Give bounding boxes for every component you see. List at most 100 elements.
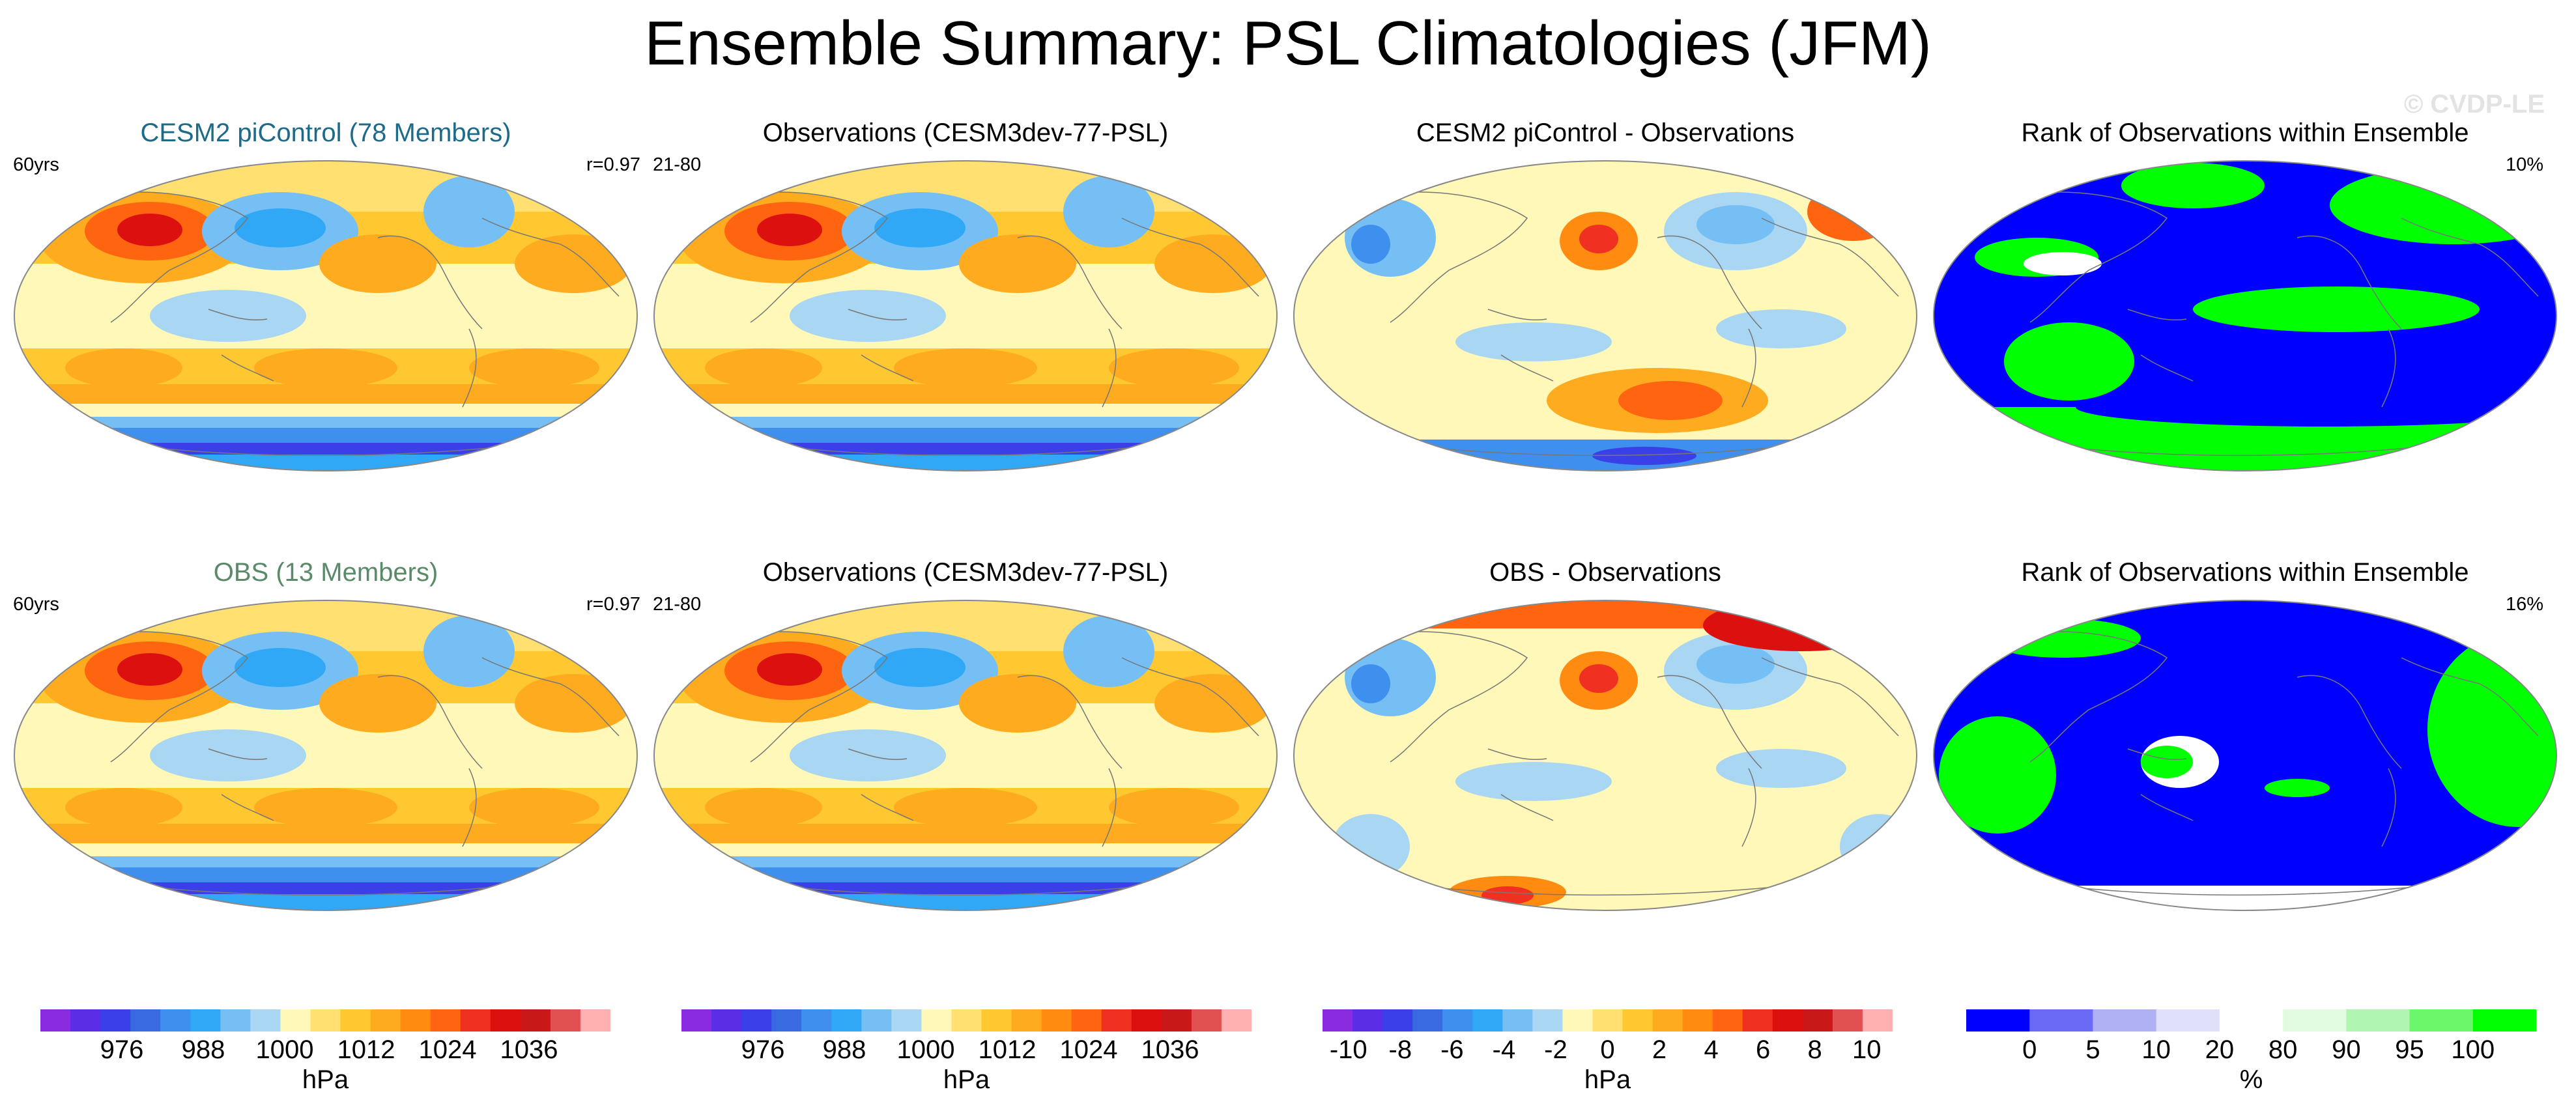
colorbar-tick-label: 1036 <box>1141 1035 1199 1064</box>
coastline <box>2297 235 2402 330</box>
colorbar-swatch <box>1161 1009 1192 1032</box>
panel-left-annotation: 60yrs <box>13 154 59 175</box>
high-rank-region-north <box>2121 163 2265 208</box>
colorbar-swatch <box>2156 1009 2220 1032</box>
arctic-positive <box>1807 182 1898 241</box>
colorbar-swatch <box>400 1009 431 1032</box>
colorbar-swatch <box>1101 1009 1132 1032</box>
south-atlantic-high <box>469 788 599 827</box>
colorbar-tick-label: 988 <box>822 1035 866 1064</box>
colorbar-swatch <box>711 1009 742 1032</box>
indian-ocean-negative <box>1332 814 1410 879</box>
colorbar-tick-label: 80 <box>2268 1035 2298 1064</box>
coastline <box>730 631 889 763</box>
arctic-positive-band <box>1294 600 1917 628</box>
colorbar-swatch <box>1712 1009 1743 1032</box>
high-rank-region-atlantic <box>2427 632 2556 827</box>
colorbar-swatch <box>1682 1009 1713 1032</box>
coastline <box>1370 631 1528 763</box>
colorbar <box>681 1009 1252 1032</box>
colorbar-tick-label: 10 <box>1852 1035 1882 1064</box>
siberian-high-peak <box>757 214 822 246</box>
negative-anomaly-core <box>1351 225 1390 264</box>
colorbar-swatch <box>1352 1009 1383 1032</box>
pacific-high <box>959 234 1076 293</box>
southern-ocean-low-core <box>14 443 637 455</box>
coastline <box>848 309 908 321</box>
coastline <box>2401 657 2539 737</box>
watermark: © CVDP-LE <box>2403 90 2545 119</box>
colorbar-swatch <box>250 1009 281 1032</box>
north-pacific-positive-core <box>1579 664 1618 693</box>
coastline <box>221 354 274 382</box>
colorbar-tick-label: 100 <box>2451 1035 2495 1064</box>
coastline <box>1370 191 1528 323</box>
colorbar-swatch <box>1832 1009 1863 1032</box>
high-rank-spot-east-pacific <box>2265 779 2330 797</box>
map-clim <box>14 160 638 471</box>
colorbar-swatch <box>280 1009 311 1032</box>
southern-ocean-low-core <box>654 882 1277 894</box>
south-atlantic-high <box>1109 348 1239 387</box>
south-pacific-positive-core <box>1618 381 1723 420</box>
colorbar-swatch <box>891 1009 922 1032</box>
colorbar-swatch <box>1191 1009 1222 1032</box>
atlantic-negative <box>1840 814 1917 879</box>
map-outline <box>653 600 1278 911</box>
colorbar-tick-label: 1012 <box>978 1035 1037 1064</box>
indian-ocean-high <box>705 788 822 827</box>
colorbar-swatch <box>1041 1009 1072 1032</box>
indian-ocean-high <box>65 348 182 387</box>
colorbar-swatch <box>1652 1009 1683 1032</box>
colorbar-units: % <box>2239 1065 2263 1094</box>
panel-title: Observations (CESM3dev-77-PSL) <box>762 119 1169 147</box>
north-atlantic-negative-core <box>1696 645 1775 684</box>
colorbar-swatch <box>430 1009 461 1032</box>
colorbar-swatch <box>1622 1009 1653 1032</box>
panel-right-annotation: 10% <box>2506 154 2544 175</box>
colorbar <box>1323 1009 1893 1032</box>
colorbar-tick-label: 90 <box>2332 1035 2361 1064</box>
colorbar-swatch <box>1802 1009 1833 1032</box>
colorbar-tick-label: 8 <box>1807 1035 1822 1064</box>
colorbar-tick-label: -4 <box>1492 1035 1516 1064</box>
southern-ocean-low-core <box>654 443 1277 455</box>
colorbar-swatch <box>1131 1009 1162 1032</box>
coastline <box>1761 218 1899 297</box>
aleutian-low-core <box>874 648 966 687</box>
high-rank-region-indian <box>2004 322 2134 400</box>
siberian-high-peak <box>117 214 182 246</box>
coastline <box>1741 768 1756 847</box>
colorbar-swatch <box>190 1009 221 1032</box>
colorbar-swatch <box>951 1009 982 1032</box>
colorbar-tick-label: 988 <box>181 1035 225 1064</box>
map-field <box>654 600 1277 910</box>
colorbar-swatch <box>1772 1009 1803 1032</box>
icelandic-low <box>1063 176 1154 247</box>
colorbar-swatch <box>1472 1009 1503 1032</box>
siberian-high-peak <box>757 653 822 686</box>
colorbar-swatch <box>2346 1009 2411 1032</box>
colorbar-tick-label: 1000 <box>896 1035 955 1064</box>
colorbar-tick-label: 1024 <box>1059 1035 1118 1064</box>
panel-title: Rank of Observations within Ensemble <box>2021 119 2469 147</box>
coastline <box>2381 328 2396 408</box>
colorbar-units: hPa <box>943 1065 990 1094</box>
colorbar-swatch <box>70 1009 101 1032</box>
coastline <box>462 768 477 847</box>
map-field <box>654 161 1277 471</box>
south-atlantic-high <box>469 348 599 387</box>
colorbar-swatch <box>921 1009 952 1032</box>
panel-title: CESM2 piControl - Observations <box>1416 119 1795 147</box>
coastline <box>221 794 274 821</box>
map-outline <box>653 160 1278 471</box>
coastline <box>2297 675 2402 769</box>
panel-title: Observations (CESM3dev-77-PSL) <box>762 558 1169 587</box>
coastline <box>1761 657 1899 737</box>
south-pacific-high <box>894 348 1037 387</box>
map-clim <box>653 160 1278 471</box>
colorbar-tick-label: 1000 <box>255 1035 314 1064</box>
icelandic-low <box>423 176 515 247</box>
colorbar-tick-label: 0 <box>2022 1035 2037 1064</box>
azores-high <box>515 234 632 293</box>
